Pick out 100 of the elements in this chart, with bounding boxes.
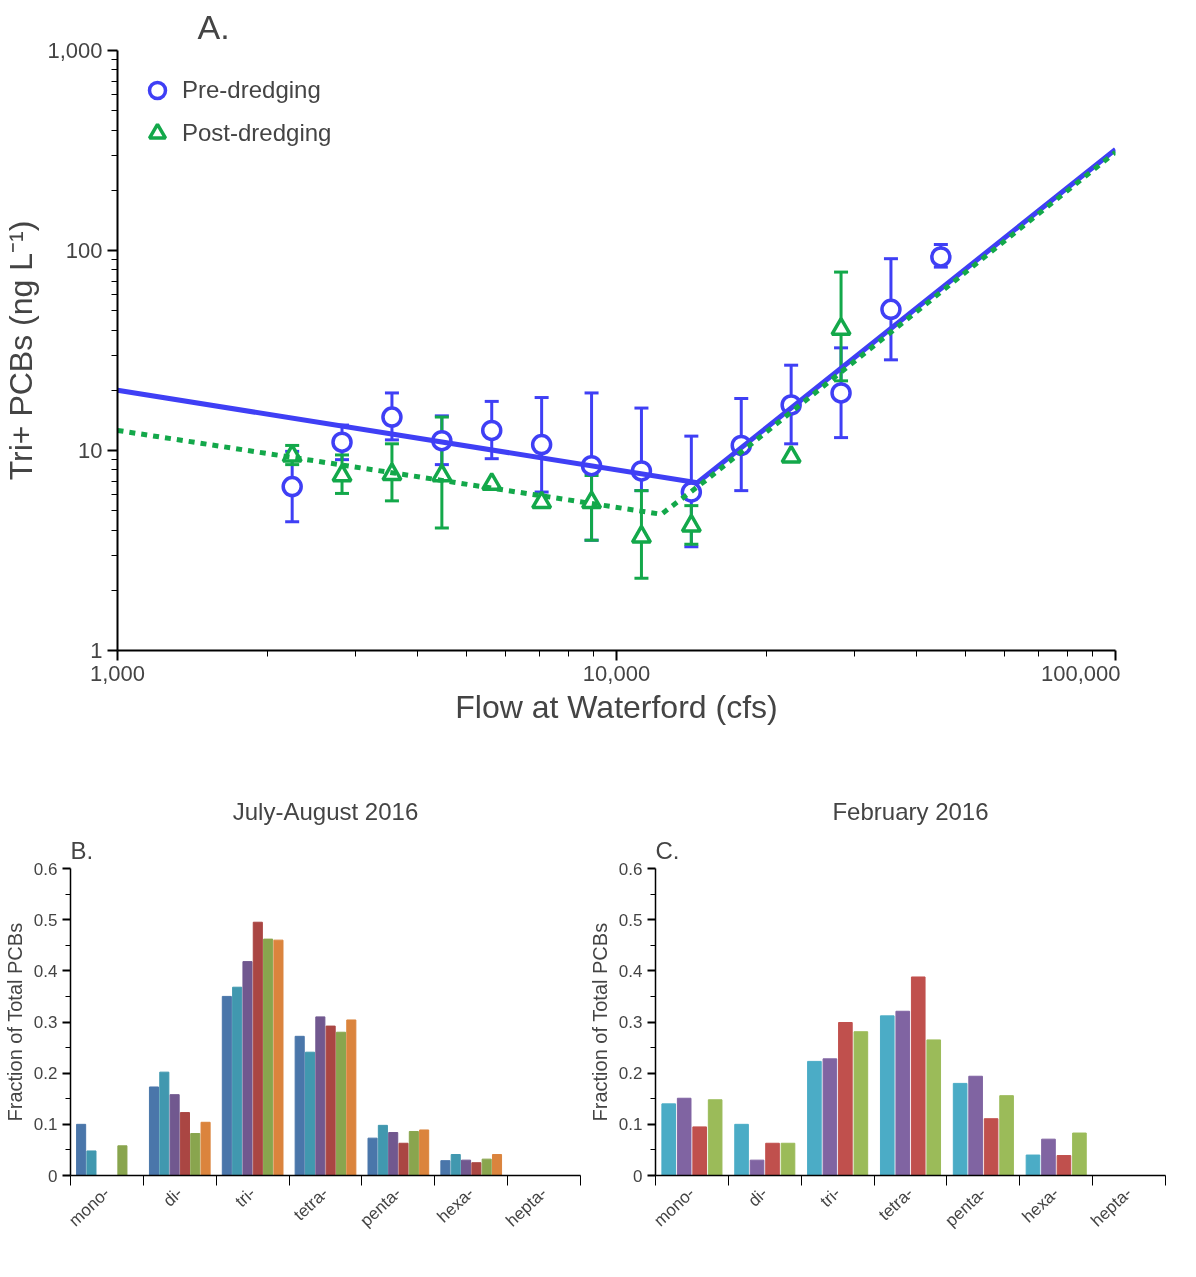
x-tick-label: di- — [744, 1183, 772, 1211]
y-tick-label: 0.1 — [618, 1115, 643, 1135]
bar — [895, 1010, 911, 1176]
y-axis-title: Tri+ PCBs (ng L⁻¹) — [3, 220, 40, 481]
bar — [367, 1137, 378, 1176]
bar — [200, 1121, 211, 1176]
bar — [481, 1158, 492, 1176]
bar — [999, 1095, 1014, 1176]
y-tick-label: 0.3 — [618, 1013, 643, 1032]
bar — [1056, 1155, 1072, 1176]
point — [381, 406, 403, 428]
point — [930, 246, 952, 268]
y-tick-label: 10 — [78, 438, 103, 463]
bar — [315, 1016, 326, 1176]
bar — [749, 1159, 765, 1176]
bar — [780, 1142, 796, 1176]
point — [281, 475, 303, 498]
bar — [179, 1112, 190, 1176]
bar — [692, 1126, 707, 1176]
bar — [377, 1124, 388, 1176]
bar — [450, 1154, 461, 1176]
legend-label: Post-dredging — [182, 119, 332, 147]
bar — [304, 1051, 316, 1176]
bar — [159, 1071, 170, 1176]
bar — [148, 1086, 160, 1176]
y-tick-label: 0.4 — [33, 961, 58, 981]
chart-title: A. — [197, 7, 230, 46]
y-tick-label: 0.2 — [33, 1064, 58, 1084]
point — [530, 490, 553, 510]
point — [880, 298, 902, 321]
y-tick-label: 0.2 — [618, 1064, 643, 1084]
y-tick-label: 0 — [48, 1166, 58, 1186]
y-tick-label: 0 — [633, 1166, 643, 1186]
bar — [76, 1123, 87, 1176]
chart-title: July-August 2016 — [232, 797, 419, 825]
bar — [491, 1154, 503, 1176]
y-tick-label: 100 — [65, 238, 103, 263]
bar — [232, 986, 243, 1176]
y-tick-label: 0.6 — [618, 859, 643, 879]
point — [680, 513, 703, 533]
bar — [263, 938, 274, 1176]
bar — [335, 1031, 347, 1176]
bar — [190, 1133, 201, 1176]
bar — [1025, 1154, 1041, 1176]
bar — [252, 921, 263, 1176]
y-tick-label: 0.5 — [618, 910, 643, 930]
bar — [346, 1019, 357, 1176]
bar — [461, 1159, 472, 1176]
bar — [983, 1118, 999, 1176]
x-tick-label: 10,000 — [582, 660, 651, 686]
bar — [910, 976, 926, 1176]
x-axis-title: Flow at Waterford (cfs) — [455, 688, 778, 725]
bar — [221, 995, 232, 1176]
bar — [676, 1097, 692, 1176]
bar — [117, 1145, 128, 1176]
bar — [471, 1162, 482, 1176]
x-tick-label: di- — [159, 1183, 187, 1211]
bar — [440, 1160, 451, 1176]
bar — [765, 1142, 780, 1176]
point — [331, 463, 353, 483]
bar — [838, 1022, 853, 1176]
bar — [926, 1039, 942, 1176]
bar — [242, 961, 253, 1176]
bar — [1041, 1138, 1056, 1176]
bar — [1072, 1132, 1087, 1176]
bar — [968, 1075, 983, 1176]
bar — [388, 1132, 399, 1176]
y-tick-label: 0.5 — [33, 910, 58, 930]
bar — [273, 939, 284, 1176]
point — [480, 419, 503, 442]
bar — [419, 1129, 430, 1176]
y-tick-label: 1 — [90, 638, 103, 663]
bar — [807, 1060, 822, 1176]
bar — [707, 1099, 723, 1176]
bar — [661, 1103, 677, 1176]
chart-title: February 2016 — [832, 797, 989, 825]
bar — [86, 1150, 97, 1176]
y-tick-label: 0.6 — [33, 859, 58, 879]
bar — [734, 1123, 749, 1176]
x-tick-label: 100,000 — [1040, 660, 1121, 686]
y-axis-title: Fraction of Total PCBs — [3, 922, 26, 1122]
x-tick-label: tri- — [816, 1183, 845, 1211]
point — [530, 433, 553, 456]
bar — [853, 1031, 869, 1176]
x-tick-label: tri- — [231, 1183, 260, 1211]
bar — [952, 1082, 968, 1176]
y-tick-label: 0.4 — [618, 961, 643, 981]
bar — [822, 1058, 838, 1176]
legend-label: Pre-dredging — [182, 76, 321, 104]
y-tick-label: 0.1 — [33, 1115, 58, 1135]
text: C. — [655, 836, 680, 864]
point — [331, 431, 353, 453]
text: B. — [70, 836, 94, 864]
point — [830, 382, 852, 404]
bar — [294, 1035, 305, 1176]
y-axis-title: Fraction of Total PCBs — [588, 922, 611, 1122]
bar — [325, 1025, 336, 1176]
y-tick-label: 1,000 — [47, 38, 103, 63]
bar — [408, 1131, 419, 1176]
y-tick-label: 0.3 — [33, 1013, 58, 1032]
